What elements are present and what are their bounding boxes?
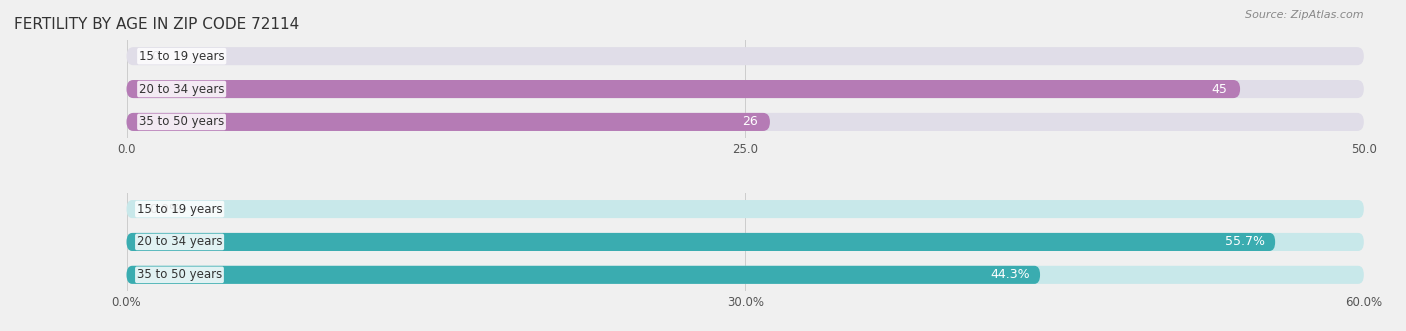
Text: Source: ZipAtlas.com: Source: ZipAtlas.com (1246, 10, 1364, 20)
FancyBboxPatch shape (127, 233, 1275, 251)
Text: 20 to 34 years: 20 to 34 years (139, 82, 225, 96)
Text: 20 to 34 years: 20 to 34 years (136, 235, 222, 249)
Text: 45: 45 (1212, 82, 1227, 96)
FancyBboxPatch shape (127, 266, 1364, 284)
Text: 26: 26 (742, 116, 758, 128)
Text: FERTILITY BY AGE IN ZIP CODE 72114: FERTILITY BY AGE IN ZIP CODE 72114 (14, 17, 299, 31)
Text: 15 to 19 years: 15 to 19 years (139, 50, 225, 63)
FancyBboxPatch shape (127, 113, 1364, 131)
Text: 55.7%: 55.7% (1225, 235, 1265, 249)
Text: 0: 0 (152, 50, 159, 63)
FancyBboxPatch shape (127, 80, 1364, 98)
FancyBboxPatch shape (127, 266, 1040, 284)
FancyBboxPatch shape (127, 233, 1364, 251)
Text: 35 to 50 years: 35 to 50 years (139, 116, 224, 128)
Text: 44.3%: 44.3% (990, 268, 1029, 281)
FancyBboxPatch shape (127, 80, 1240, 98)
FancyBboxPatch shape (127, 113, 770, 131)
FancyBboxPatch shape (127, 47, 1364, 65)
FancyBboxPatch shape (127, 200, 1364, 218)
Text: 0.0%: 0.0% (149, 203, 181, 215)
Text: 15 to 19 years: 15 to 19 years (136, 203, 222, 215)
Text: 35 to 50 years: 35 to 50 years (136, 268, 222, 281)
